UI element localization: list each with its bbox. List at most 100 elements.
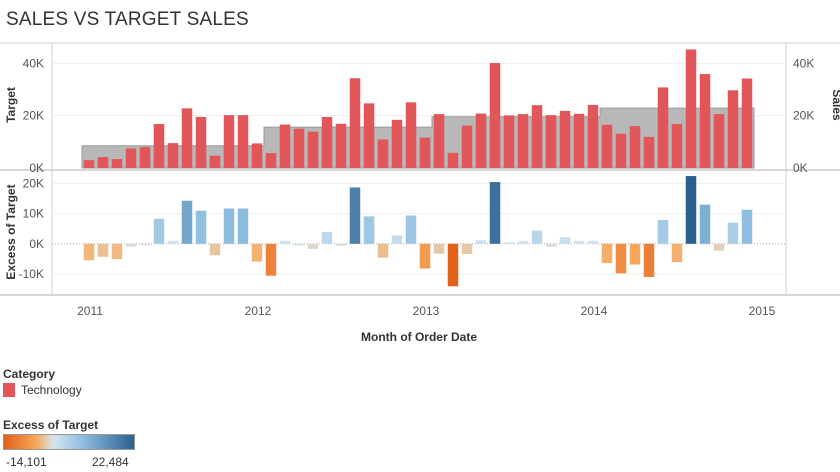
excess-bar [195, 210, 207, 244]
excess-bar [475, 240, 487, 244]
excess-bar [153, 218, 165, 244]
sales-bar [223, 115, 235, 168]
x-tick-label: 2015 [749, 304, 776, 318]
sales-bar [391, 119, 403, 168]
sales-bar [713, 114, 725, 168]
sales-bar [545, 115, 557, 168]
top-right-tick-label: 20K [793, 109, 814, 123]
sales-bar [629, 126, 641, 168]
y-axis-title-sales: Sales [830, 89, 840, 121]
sales-bar [433, 114, 445, 168]
sales-bar [727, 90, 739, 168]
technology-swatch [3, 383, 15, 397]
excess-bar [573, 240, 585, 244]
sales-bar [531, 105, 543, 168]
sales-bar [643, 136, 655, 168]
category-legend-label: Technology [21, 383, 82, 397]
sales-bar [685, 49, 697, 168]
top-left-tick-label: 0K [29, 161, 44, 175]
sales-bar [167, 143, 179, 168]
bottom-tick-label: 20K [23, 177, 44, 191]
chart-title: SALES VS TARGET SALES [6, 9, 249, 30]
sales-bar [321, 116, 333, 168]
excess-bar [181, 200, 193, 244]
sales-bar [559, 110, 571, 168]
excess-bar [279, 240, 291, 244]
bottom-tick-label: 0K [29, 237, 44, 251]
excess-bar [433, 243, 445, 254]
excess-bar [125, 243, 137, 247]
sales-bar [699, 74, 711, 168]
excess-bar [111, 243, 123, 260]
excess-bar [685, 176, 697, 244]
x-tick-label: 2011 [77, 304, 103, 318]
excess-bar [377, 243, 389, 258]
excess-bar [209, 243, 221, 256]
excess-bar [83, 243, 95, 261]
x-axis-title: Month of Order Date [361, 330, 477, 344]
sales-bar [195, 116, 207, 168]
excess-bar [643, 243, 655, 277]
sales-bar [741, 78, 753, 168]
sales-bar [377, 139, 389, 168]
excess-bar [461, 243, 473, 255]
sales-bar [279, 124, 291, 168]
sales-bars [83, 49, 753, 168]
axis-labels: 0K 0K 20K 20K 40K 40K -10K 0K 10K 20K 2011 2012 2013… [4, 56, 840, 344]
excess-bar [265, 243, 277, 276]
excess-bar [391, 235, 403, 244]
x-tick-label: 2012 [245, 304, 272, 318]
y-axis-title-excess: Excess of Target [4, 184, 18, 279]
excess-bar [293, 243, 305, 246]
excess-bar [545, 243, 557, 247]
excess-bar [629, 243, 641, 265]
excess-bar [699, 204, 711, 244]
excess-bar [307, 243, 319, 249]
excess-bar [657, 219, 669, 244]
excess-bar [559, 237, 571, 244]
excess-bar [601, 243, 613, 264]
sales-bar [83, 160, 95, 168]
sales-bar [237, 115, 249, 168]
excess-bar [251, 243, 263, 262]
bottom-gridlines [52, 183, 786, 275]
excess-bar [223, 208, 235, 244]
sales-bar [125, 148, 137, 168]
excess-bar [587, 240, 599, 244]
sales-bar [461, 125, 473, 168]
sales-bar [335, 123, 347, 168]
top-right-tick-label: 40K [793, 56, 814, 70]
excess-bar [349, 187, 361, 244]
excess-bar [713, 243, 725, 251]
excess-bar [615, 243, 627, 274]
sales-bar [657, 87, 669, 168]
sales-bar [419, 137, 431, 168]
excess-bars [83, 176, 753, 287]
excess-bar [419, 243, 431, 269]
top-left-tick-label: 20K [23, 109, 44, 123]
excess-bar [671, 243, 683, 263]
excess-bar [139, 243, 151, 246]
sales-bar [363, 103, 375, 168]
sales-bar [489, 63, 501, 168]
category-legend-title: Category [3, 367, 56, 381]
excess-bar [741, 209, 753, 244]
excess-bar [503, 242, 515, 244]
sales-bar [139, 147, 151, 168]
color-min-label: -14,101 [6, 455, 47, 469]
category-legend-item[interactable]: Technology [3, 383, 82, 397]
top-left-tick-label: 40K [23, 56, 44, 70]
sales-bar [405, 102, 417, 168]
sales-bar [97, 157, 109, 168]
sales-bar [209, 155, 221, 168]
x-tick-label: 2014 [581, 304, 608, 318]
sales-bar [153, 124, 165, 168]
excess-bar [237, 208, 249, 244]
color-max-label: 22,484 [92, 455, 129, 469]
sales-bar [111, 159, 123, 168]
bottom-tick-label: 10K [23, 207, 44, 221]
color-legend-title: Excess of Target [3, 418, 99, 432]
sales-bar [251, 143, 263, 168]
top-right-tick-label: 0K [793, 161, 808, 175]
